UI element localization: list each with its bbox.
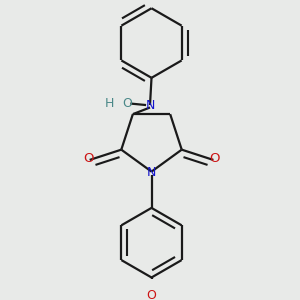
Text: O: O bbox=[147, 289, 157, 300]
Text: O: O bbox=[83, 152, 93, 165]
Text: O: O bbox=[122, 97, 132, 110]
Text: N: N bbox=[146, 99, 155, 112]
Text: O: O bbox=[210, 152, 220, 165]
Text: N: N bbox=[147, 166, 156, 179]
Text: H: H bbox=[105, 97, 115, 110]
